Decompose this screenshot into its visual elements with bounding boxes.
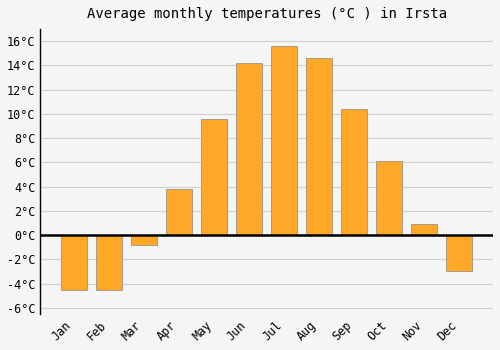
Bar bbox=[376, 161, 402, 235]
Bar bbox=[166, 189, 192, 235]
Bar bbox=[411, 224, 438, 235]
Bar bbox=[271, 46, 297, 235]
Bar bbox=[306, 58, 332, 235]
Bar bbox=[61, 235, 87, 290]
Bar bbox=[341, 109, 367, 235]
Title: Average monthly temperatures (°C ) in Irsta: Average monthly temperatures (°C ) in Ir… bbox=[86, 7, 446, 21]
Bar bbox=[446, 235, 472, 272]
Bar bbox=[201, 119, 228, 235]
Bar bbox=[131, 235, 157, 245]
Bar bbox=[96, 235, 122, 290]
Bar bbox=[236, 63, 262, 235]
